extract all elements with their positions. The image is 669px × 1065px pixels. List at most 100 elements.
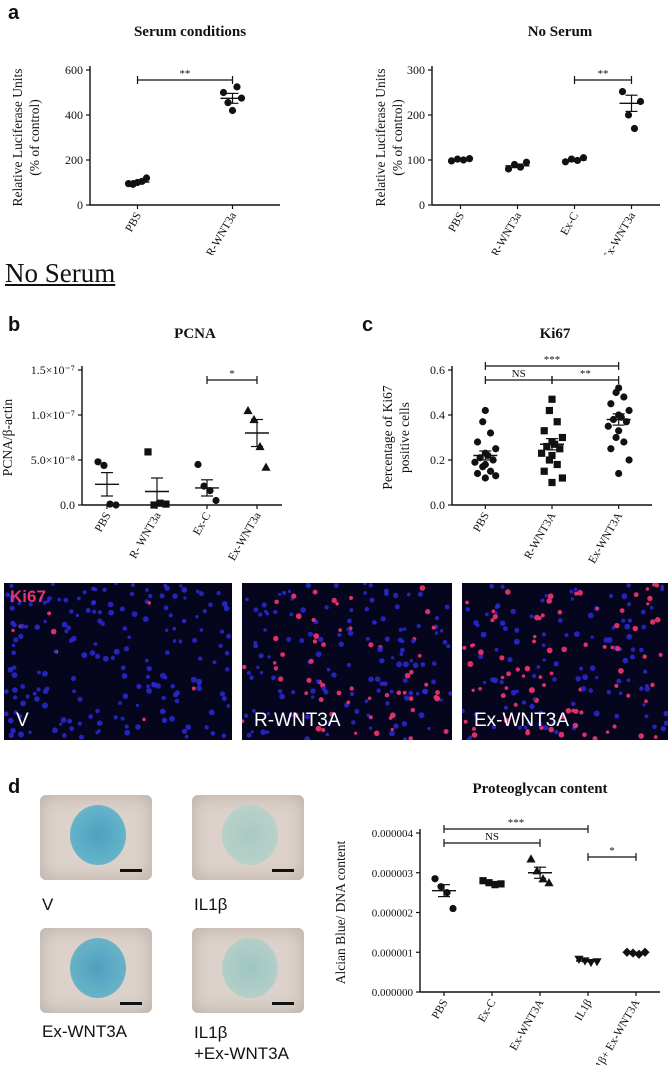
nucleus — [249, 675, 254, 680]
nucleus — [394, 604, 400, 610]
significance-label: NS — [512, 368, 526, 380]
nucleus — [91, 586, 96, 591]
nucleus — [478, 653, 484, 659]
nucleus — [168, 613, 173, 618]
nucleus — [69, 726, 75, 731]
ki67-positive-cell — [335, 601, 339, 606]
nucleus — [144, 658, 149, 663]
nucleus — [580, 686, 587, 692]
nucleus — [258, 612, 263, 617]
chart-proteoglycan: 0.000000 0.000001 0.000002 0.000003 0.000004… — [333, 817, 660, 1065]
ki67-positive-cell — [574, 591, 579, 596]
nucleus — [155, 683, 161, 689]
nucleus — [515, 689, 519, 693]
y-tick-label: 0.4 — [430, 408, 445, 422]
ki67-positive-cell — [373, 730, 380, 737]
chart-title-pcna: PCNA — [174, 326, 216, 342]
nucleus — [10, 727, 16, 734]
panel-label-c: c — [362, 314, 374, 336]
nucleus — [37, 670, 41, 675]
x-tick-label: Ex-WNT3a — [601, 211, 638, 256]
nucleus — [221, 696, 227, 702]
nucleus — [434, 616, 439, 621]
y-axis-title: Percentage of Ki67 — [380, 385, 395, 489]
nucleus — [135, 724, 141, 730]
ki67-positive-cell — [273, 635, 279, 642]
ki67-positive-cell — [472, 726, 476, 731]
significance-label: * — [229, 368, 235, 380]
x-tick-label: R-WNT3A — [522, 510, 559, 561]
ki67-positive-cell — [491, 609, 496, 614]
nucleus — [146, 688, 152, 694]
nucleus — [244, 713, 249, 718]
nucleus — [630, 647, 636, 652]
nucleus — [411, 638, 416, 644]
ki67-positive-cell — [595, 606, 600, 611]
y-tick-label: 200 — [65, 153, 83, 167]
nucleus — [90, 600, 96, 606]
ki67-positive-cell — [540, 613, 545, 618]
nucleus — [365, 636, 370, 641]
ki67-positive-cell — [462, 645, 467, 650]
nucleus — [389, 689, 394, 694]
ki67-positive-cell — [11, 628, 15, 633]
nucleus — [579, 666, 584, 671]
nucleus — [259, 671, 264, 675]
data-point — [625, 456, 633, 464]
ki67-positive-cell — [315, 725, 322, 732]
nucleus — [113, 715, 118, 720]
data-point — [540, 427, 548, 435]
chart-pcna: 0.0 5.0×10⁻⁸ 1.0×10⁻⁷ 1.5×10⁻⁷ PCNA/β-actin P… — [0, 363, 282, 563]
nucleus — [224, 650, 230, 656]
ki67-positive-cell — [308, 658, 314, 664]
nucleus — [575, 676, 581, 682]
y-axis-title: (% of control) — [390, 99, 405, 175]
data-point — [142, 174, 151, 182]
nucleus — [136, 683, 142, 689]
ki67-positive-cell — [295, 613, 302, 620]
nucleus — [642, 703, 646, 707]
nucleus — [417, 591, 423, 597]
y-axis-title: Relative Luciferase Units — [373, 69, 388, 207]
nucleus — [250, 730, 254, 734]
nucleus — [161, 695, 166, 701]
nucleus — [499, 620, 506, 626]
nucleus — [142, 616, 149, 623]
nucleus — [95, 731, 99, 735]
nucleus — [184, 734, 189, 739]
ki67-positive-cell — [388, 716, 393, 720]
ki67-positive-cell — [560, 714, 565, 720]
nucleus — [552, 677, 557, 682]
nucleus — [75, 613, 80, 618]
nucleus — [172, 639, 177, 643]
ki67-positive-cell — [278, 676, 284, 682]
nucleus — [331, 672, 337, 678]
nucleus — [503, 705, 509, 710]
ki67-positive-cell — [467, 661, 474, 667]
nucleus — [181, 618, 187, 624]
nucleus — [307, 631, 314, 637]
nucleus — [12, 687, 18, 693]
x-tick-label: PBS — [123, 211, 144, 235]
nucleus — [418, 712, 425, 719]
well-ex-wnt3a-stain — [70, 938, 126, 998]
nucleus — [267, 655, 271, 659]
data-point — [548, 451, 556, 460]
nucleus — [396, 661, 403, 668]
nucleus — [551, 721, 555, 726]
data-point — [624, 111, 633, 119]
ki67-positive-cell — [500, 675, 505, 680]
nucleus — [408, 690, 414, 696]
scale-bar — [272, 869, 294, 872]
nucleus — [146, 666, 152, 672]
nucleus — [510, 689, 517, 696]
x-tick-label: Ex-C — [476, 997, 499, 1024]
nucleus — [541, 632, 546, 637]
data-point — [558, 474, 566, 482]
data-point — [481, 474, 489, 482]
nucleus — [338, 641, 344, 647]
nucleus — [192, 637, 198, 643]
ki67-positive-cell — [471, 732, 478, 738]
nucleus — [179, 584, 183, 588]
nucleus — [159, 708, 166, 715]
